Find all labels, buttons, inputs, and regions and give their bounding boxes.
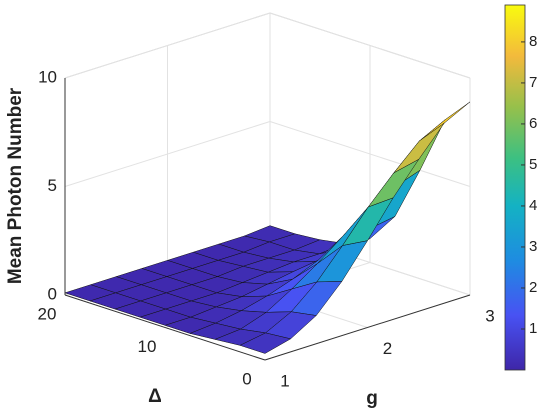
x-tick-label: 3 — [485, 306, 494, 325]
x-tick-label: 2 — [383, 339, 392, 358]
x-axis-label: g — [366, 388, 378, 409]
colorbar-tick-label: 3 — [529, 238, 537, 255]
colorbar-tick-label: 6 — [529, 115, 537, 132]
colorbar-tick-label: 1 — [529, 320, 537, 337]
colorbar-tick-label: 7 — [529, 74, 537, 91]
axis-line — [64, 294, 266, 361]
y-tick-label: 20 — [38, 304, 57, 323]
z-axis-label: Mean Photon Number — [5, 87, 26, 284]
colorbar-tick-label: 2 — [529, 279, 537, 296]
z-tick-label: 5 — [48, 176, 57, 195]
y-tick-label: 10 — [138, 337, 157, 356]
surface-patch — [239, 332, 292, 354]
colorbar-tick-label: 5 — [529, 156, 537, 173]
x-tick-label: 1 — [280, 371, 289, 390]
colorbar — [504, 4, 526, 371]
axis-line — [264, 294, 471, 361]
surface-patch — [419, 101, 471, 142]
colorbar-tick-label: 4 — [529, 197, 537, 214]
z-tick-label: 0 — [48, 284, 57, 303]
y-tick-label: 0 — [242, 369, 251, 388]
colorbar-tick-label: 8 — [529, 33, 537, 50]
y-axis-label: Δ — [148, 386, 162, 407]
z-tick-label: 10 — [38, 67, 57, 86]
